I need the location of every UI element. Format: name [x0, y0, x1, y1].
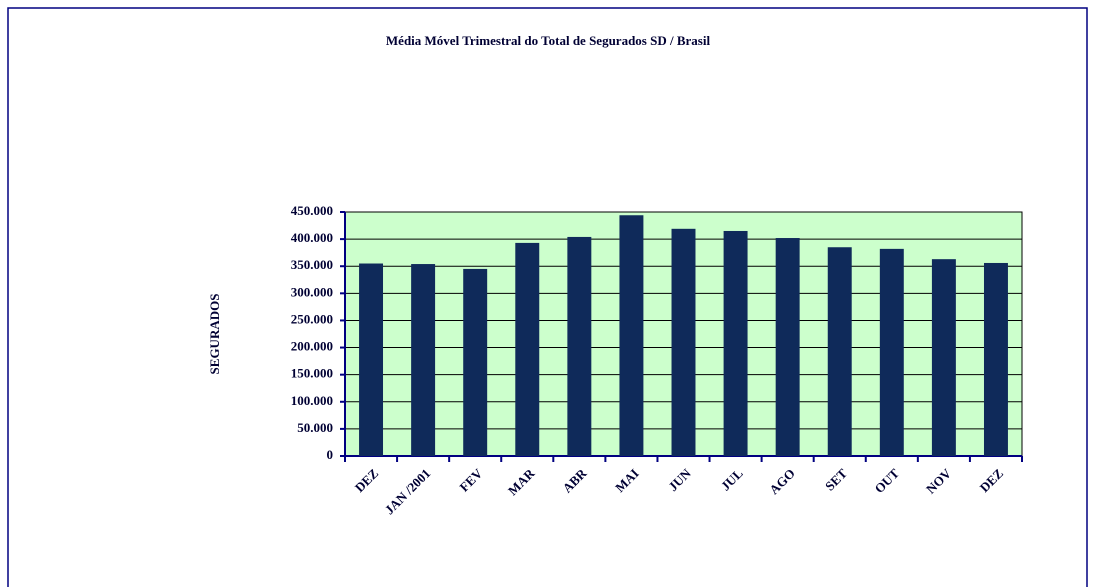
y-tick-label: 0: [327, 447, 334, 462]
bar: [671, 228, 696, 456]
bar: [983, 262, 1008, 456]
y-tick-label: 200.000: [291, 339, 333, 354]
bar: [775, 238, 800, 456]
bar: [931, 259, 956, 456]
y-tick-label: 100.000: [291, 393, 333, 408]
y-tick-label: 250.000: [291, 311, 333, 326]
bar: [515, 242, 540, 456]
y-axis-label: SEGURADOS: [207, 294, 222, 375]
y-tick-label: 450.000: [291, 203, 333, 218]
y-tick-label: 300.000: [291, 284, 333, 299]
y-tick-label: 350.000: [291, 257, 333, 272]
bar: [359, 263, 384, 456]
bar: [411, 264, 436, 456]
bar: [827, 247, 852, 456]
bar: [723, 230, 748, 456]
bar: [879, 248, 904, 456]
bar: [463, 268, 488, 456]
y-tick-label: 50.000: [297, 420, 333, 435]
y-tick-label: 150.000: [291, 366, 333, 381]
bar: [567, 236, 592, 456]
bar: [619, 215, 644, 456]
chart-title: Média Móvel Trimestral do Total de Segur…: [386, 33, 711, 48]
y-tick-label: 400.000: [291, 230, 333, 245]
